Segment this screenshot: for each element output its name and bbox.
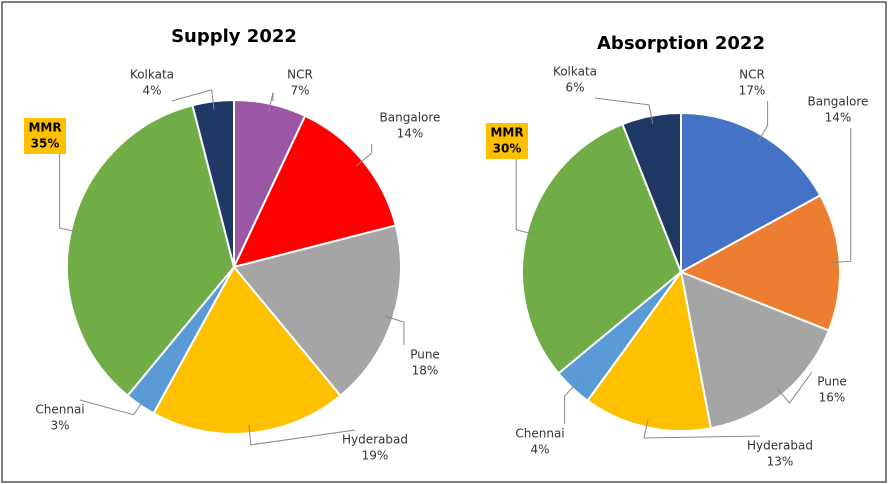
leader-line: [831, 128, 852, 264]
slice-label: Bangalore: [808, 95, 869, 109]
slice-value-label: 35%: [31, 137, 60, 151]
slice-value-label: 19%: [362, 449, 389, 463]
highlight-box: [486, 123, 528, 159]
highlight-box: [24, 118, 66, 154]
slice-value-label: 30%: [493, 142, 522, 156]
slice-label: Pune: [410, 348, 440, 362]
leader-line: [268, 92, 274, 113]
leader-line: [59, 154, 80, 233]
slice-label: Bangalore: [380, 111, 441, 125]
leader-line: [79, 397, 146, 416]
leader-line: [171, 89, 215, 110]
slice-label: Hyderabad: [342, 433, 408, 447]
leader-line: [564, 381, 578, 424]
slice-value-label: 14%: [397, 127, 424, 141]
slice-label: Kolkata: [130, 68, 174, 82]
slice-value-label: 4%: [142, 84, 161, 98]
chart-title: Supply 2022: [171, 26, 297, 47]
leader-line: [757, 101, 769, 143]
leader-line: [515, 159, 535, 235]
slice-label: Pune: [817, 375, 847, 389]
slice-label: Kolkata: [553, 65, 597, 79]
leader-line: [776, 371, 813, 404]
slice-value-label: 13%: [767, 455, 794, 469]
chart-title: Absorption 2022: [597, 33, 765, 54]
slice-label: MMR: [28, 121, 61, 135]
slice-value-label: 17%: [739, 84, 766, 98]
leader-line: [643, 419, 761, 439]
slice-label: Hyderabad: [747, 439, 813, 453]
slice-value-label: 16%: [819, 391, 846, 405]
leader-line: [384, 315, 405, 345]
slice-label: NCR: [739, 68, 765, 82]
slice-value-label: 18%: [412, 364, 439, 378]
slice-value-label: 7%: [290, 84, 309, 98]
leader-line: [248, 424, 356, 446]
slice-label: MMR: [490, 126, 523, 140]
slice-value-label: 3%: [50, 419, 69, 433]
slice-value-label: 4%: [530, 443, 549, 457]
slice-label: Chennai: [515, 427, 564, 441]
slice-label: NCR: [287, 68, 313, 82]
slice-value-label: 14%: [825, 111, 852, 125]
leader-line: [594, 97, 654, 124]
leader-line: [355, 144, 373, 167]
slice-value-label: 6%: [565, 81, 584, 95]
slice-label: Chennai: [35, 403, 84, 417]
